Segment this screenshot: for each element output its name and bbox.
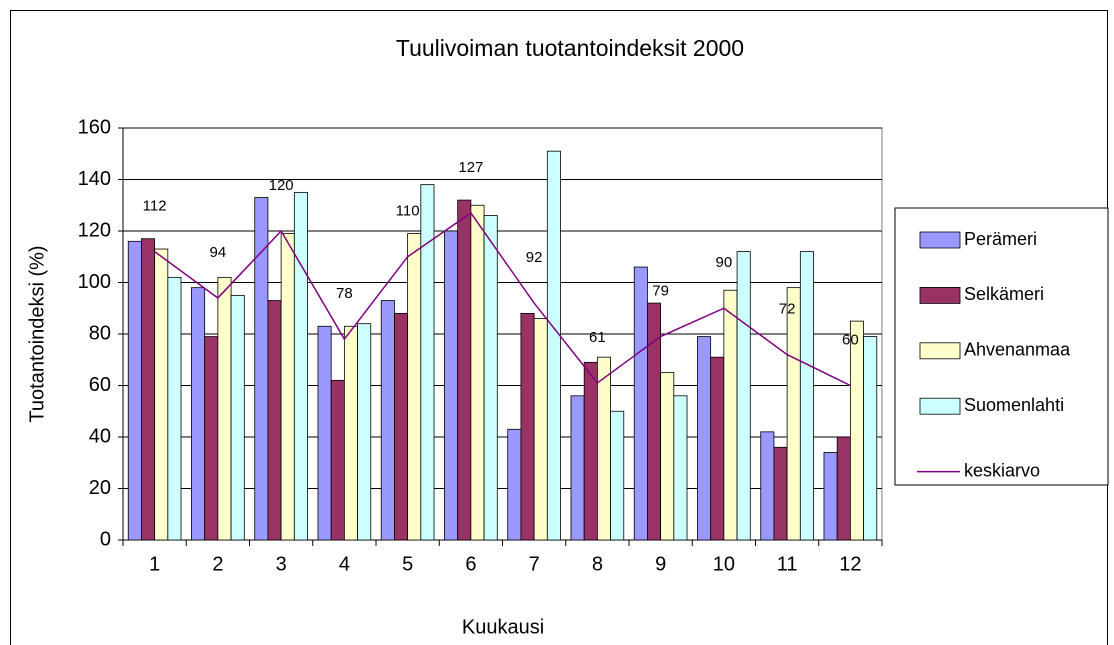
legend-swatch — [919, 397, 961, 415]
x-tick-label: 6 — [465, 553, 476, 575]
x-tick-label: 11 — [777, 553, 798, 575]
bar — [420, 184, 435, 541]
x-tick-label: 2 — [212, 553, 223, 575]
bar — [760, 431, 775, 541]
y-tick-label: 120 — [78, 219, 111, 241]
legend-swatch — [919, 231, 961, 249]
legend-label: Ahvenanmaa — [964, 340, 1071, 360]
bar — [154, 248, 169, 541]
data-label: 90 — [716, 254, 733, 271]
chart-title: Tuulivoiman tuotantoindeksit 2000 — [396, 35, 744, 61]
data-label: 120 — [269, 177, 294, 194]
bar — [167, 276, 182, 541]
x-tick-label: 10 — [713, 553, 735, 575]
data-label: 94 — [210, 244, 227, 261]
x-tick-label: 8 — [592, 553, 603, 575]
bar — [786, 287, 801, 541]
bar — [394, 312, 409, 541]
bar — [863, 336, 878, 541]
bar — [836, 436, 851, 541]
bar — [520, 312, 535, 541]
data-label: 72 — [779, 301, 796, 318]
bar — [343, 325, 358, 541]
bar — [546, 150, 561, 541]
data-label: 127 — [458, 159, 483, 176]
bar — [217, 276, 232, 541]
x-tick-label: 4 — [339, 553, 350, 575]
bar — [280, 233, 295, 541]
bar — [533, 318, 548, 541]
bar — [191, 287, 206, 541]
bar — [457, 199, 472, 541]
bar — [570, 395, 585, 541]
x-tick-label: 5 — [402, 553, 413, 575]
bar — [849, 320, 864, 541]
data-label: 112 — [143, 198, 167, 215]
legend-label: Selkämeri — [964, 284, 1044, 304]
x-tick-label: 1 — [149, 553, 160, 575]
bar — [267, 300, 282, 541]
bar — [660, 372, 675, 541]
y-tick-label: 140 — [78, 168, 111, 190]
bar — [254, 197, 269, 541]
bar — [673, 395, 688, 541]
bar — [317, 325, 332, 541]
bar — [723, 289, 738, 541]
data-label: 92 — [526, 249, 543, 266]
y-tick-label: 60 — [89, 374, 111, 396]
bar — [799, 251, 814, 541]
bar — [230, 294, 245, 541]
bar — [357, 323, 372, 541]
x-axis-label: Kuukausi — [462, 616, 544, 638]
y-tick-label: 20 — [89, 477, 111, 499]
y-tick-label: 0 — [100, 528, 111, 550]
bar — [633, 266, 648, 541]
y-tick-label: 160 — [78, 116, 111, 138]
bar — [470, 204, 485, 541]
data-label: 60 — [842, 331, 859, 348]
bar — [141, 238, 156, 541]
bar — [407, 233, 422, 541]
y-tick-label: 100 — [78, 271, 111, 293]
bar — [204, 336, 219, 541]
legend-label: Suomenlahti — [964, 395, 1064, 415]
data-label: 78 — [336, 285, 353, 302]
bar — [380, 300, 395, 541]
legend-swatch — [919, 286, 961, 304]
bar — [610, 410, 625, 541]
bar — [127, 240, 142, 541]
x-tick-label: 12 — [839, 553, 861, 575]
bar — [596, 356, 611, 541]
bar — [444, 230, 459, 541]
bar — [583, 361, 598, 541]
x-tick-label: 9 — [655, 553, 666, 575]
line-series — [154, 211, 851, 387]
bar — [483, 215, 498, 541]
bar — [507, 428, 522, 541]
legend-label: keskiarvo — [964, 460, 1040, 480]
x-tick-label: 3 — [276, 553, 287, 575]
data-label: 110 — [396, 203, 420, 220]
legend-label: Perämeri — [964, 229, 1037, 249]
bar — [330, 379, 345, 541]
bar — [773, 446, 788, 541]
y-tick-label: 80 — [89, 322, 111, 344]
bar — [823, 452, 838, 541]
y-tick-label: 40 — [89, 425, 111, 447]
bar — [710, 356, 725, 541]
data-label: 61 — [589, 329, 606, 346]
x-tick-label: 7 — [529, 553, 540, 575]
bar — [697, 336, 712, 541]
legend-swatch — [919, 342, 961, 360]
data-label: 79 — [652, 283, 669, 300]
bar — [293, 191, 308, 541]
bar — [736, 251, 751, 541]
y-axis-label: Tuotantoindeksi (%) — [26, 245, 48, 422]
